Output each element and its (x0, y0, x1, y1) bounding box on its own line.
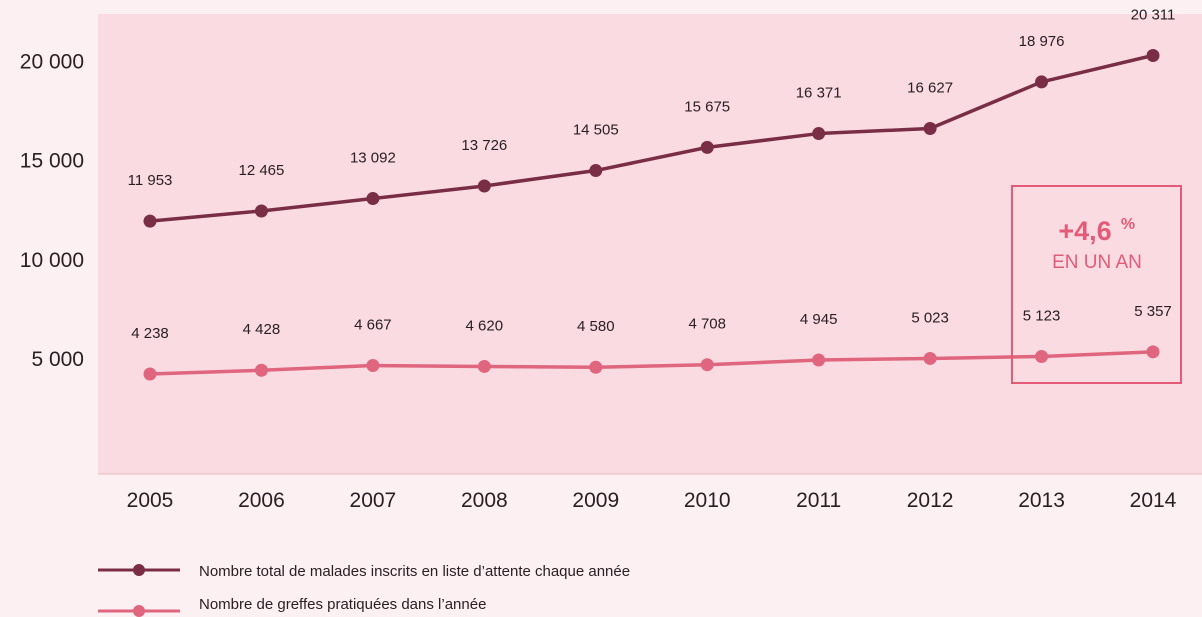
x-tick-label: 2006 (238, 489, 285, 512)
x-tick-label: 2013 (1018, 489, 1065, 512)
legend-label-waiting-list: Nombre total de malades inscrits en list… (199, 563, 630, 580)
legend-label-transplants: Nombre de greffes pratiquées dans l’anné… (199, 596, 486, 613)
legend: Nombre total de malades inscrits en list… (98, 563, 630, 617)
data-label-0: 13 726 (461, 137, 507, 154)
series-point-0 (1146, 48, 1160, 62)
data-labels: 11 953 12 465 13 092 13 726 14 505 15 675 16 3… (128, 6, 1176, 342)
series-point-1 (143, 367, 157, 381)
x-tick-label: 2007 (350, 489, 397, 512)
callout-box (1011, 185, 1182, 384)
series-line-1 (148, 350, 1155, 376)
series-point-0 (477, 179, 491, 193)
series-point-0 (1035, 75, 1049, 89)
callout-unit: % (1121, 216, 1135, 233)
legend-item-waiting-list: Nombre total de malades inscrits en list… (98, 563, 630, 580)
data-label-1: 4 667 (354, 317, 392, 334)
growth-callout: +4,6 % EN UN AN (1011, 185, 1182, 384)
data-label-1: 5 357 (1134, 303, 1172, 320)
series-point-1 (923, 351, 937, 365)
data-label-1: 4 708 (688, 316, 726, 333)
x-tick-label: 2009 (572, 489, 619, 512)
series-line-0 (148, 53, 1155, 223)
data-label-0: 15 675 (684, 98, 730, 115)
data-label-0: 14 505 (573, 122, 619, 139)
series-point-0 (812, 127, 826, 141)
x-tick-label: 2014 (1130, 489, 1177, 512)
series-point-0 (589, 164, 603, 178)
series-point-0 (700, 140, 714, 154)
y-tick-label: 5 000 (31, 348, 84, 371)
series-point-1 (1146, 345, 1160, 359)
data-label-1: 5 123 (1023, 307, 1061, 324)
x-tick-label: 2005 (127, 489, 174, 512)
data-label-0: 13 092 (350, 150, 396, 167)
callout-text: EN UN AN (1052, 252, 1142, 273)
y-tick-label: 15 000 (20, 150, 84, 173)
data-label-0: 11 953 (128, 172, 173, 189)
y-tick-label: 10 000 (20, 249, 84, 272)
series-point-0 (923, 121, 937, 135)
data-label-1: 4 238 (131, 325, 169, 342)
series-point-0 (366, 192, 380, 206)
callout-value: +4,6 (1058, 216, 1111, 246)
series-point-1 (589, 360, 603, 374)
series-point-1 (477, 359, 491, 373)
series-point-0 (143, 214, 157, 228)
data-label-0: 20 311 (1131, 6, 1176, 23)
legend-item-transplants: Nombre de greffes pratiquées dans l’anné… (98, 596, 486, 617)
x-tick-label: 2012 (907, 489, 954, 512)
series-point-1 (1035, 349, 1049, 363)
data-label-1: 4 620 (466, 317, 504, 334)
data-label-1: 4 428 (243, 321, 281, 338)
data-label-0: 12 465 (238, 162, 284, 179)
series-layer (143, 48, 1160, 381)
y-axis-ticks: 5 000 10 000 15 000 20 000 (20, 51, 84, 371)
series-point-1 (812, 353, 826, 367)
legend-marker-waiting-list (133, 564, 145, 576)
series-point-1 (366, 359, 380, 373)
series-point-0 (254, 204, 268, 218)
x-tick-label: 2008 (461, 489, 508, 512)
data-label-1: 4 945 (800, 311, 838, 328)
series-point-1 (700, 358, 714, 372)
y-tick-label: 20 000 (20, 51, 84, 74)
data-label-1: 5 023 (911, 309, 949, 326)
data-label-0: 18 976 (1019, 33, 1065, 50)
data-label-0: 16 371 (796, 85, 842, 102)
data-label-1: 4 580 (577, 318, 615, 335)
x-tick-label: 2011 (796, 489, 841, 512)
x-tick-label: 2010 (684, 489, 731, 512)
legend-marker-transplants (133, 605, 145, 617)
x-axis-ticks: 2005 2006 2007 2008 2009 2010 2011 2012 2013 2014 (127, 489, 1177, 512)
series-point-1 (254, 363, 268, 377)
data-label-0: 16 627 (907, 79, 953, 96)
